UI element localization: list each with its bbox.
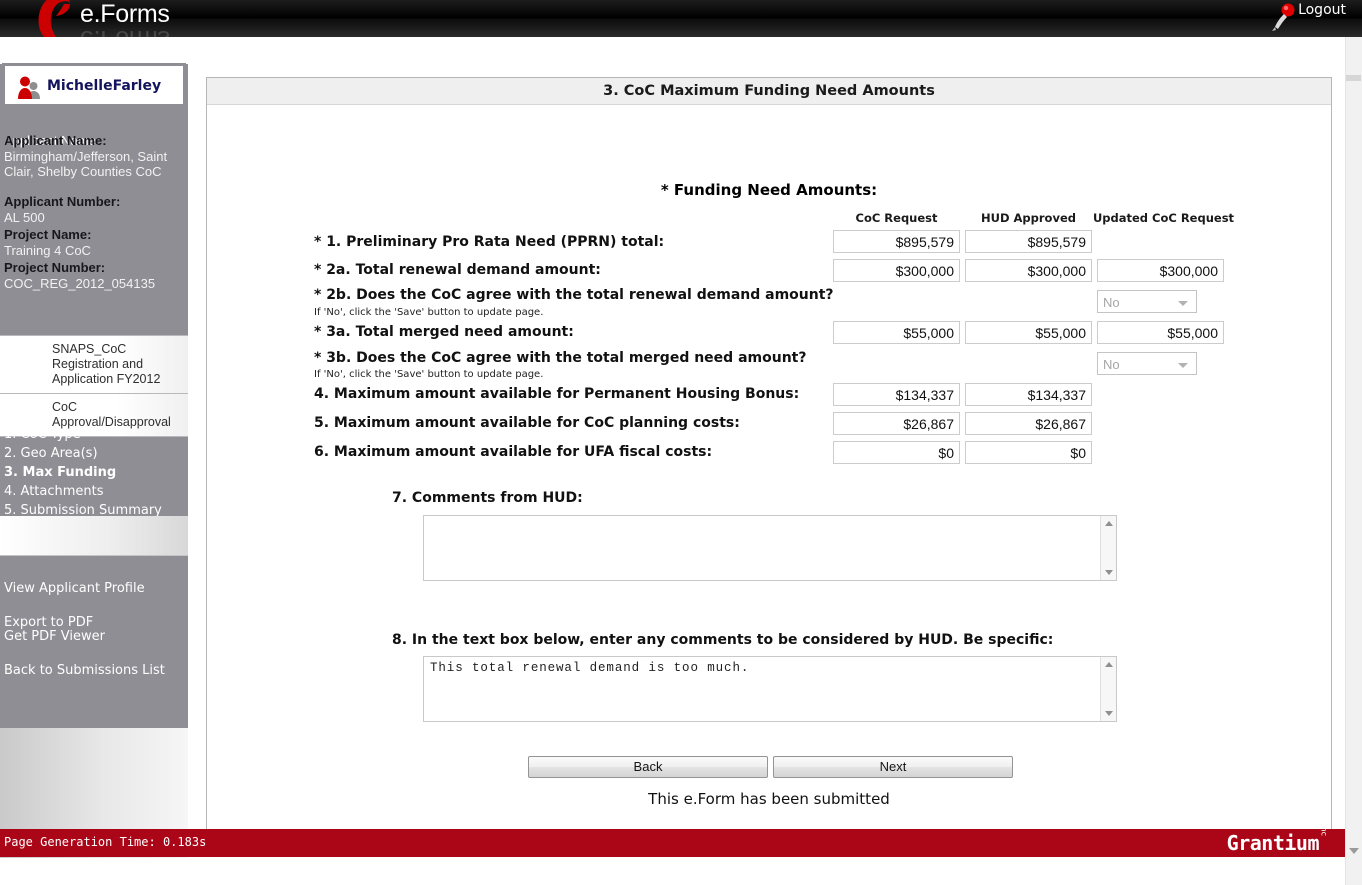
chevron-down-icon — [1178, 363, 1188, 368]
logout-button[interactable]: Logout — [1298, 2, 1346, 18]
main-panel: 3. CoC Maximum Funding Need Amounts * Fu… — [206, 77, 1332, 840]
row-label-pprn-total: * 1. Preliminary Pro Rata Need (PPRN) to… — [314, 234, 665, 250]
back-button[interactable]: Back — [528, 756, 768, 778]
grantium-inc-suffix: inc — [1320, 824, 1329, 836]
scroll-down-arrow-icon[interactable] — [1105, 570, 1113, 575]
key-pin-icon[interactable] — [1266, 0, 1300, 37]
two-people-icon — [18, 76, 40, 99]
top-bar: e.Forms e.Forms Logout — [0, 0, 1362, 37]
input-merged-hud-approved[interactable]: $55,000 — [965, 321, 1092, 344]
input-ph-bonus-hud-approved[interactable]: $134,337 — [965, 383, 1092, 406]
row-label-renewal-demand: * 2a. Total renewal demand amount: — [314, 262, 601, 278]
chevron-down-icon — [1178, 301, 1188, 306]
page-generation-time: Page Generation Time: 0.183s — [4, 835, 207, 849]
page-title: 3. CoC Maximum Funding Need Amounts — [603, 83, 935, 99]
scroll-up-arrow-icon[interactable] — [1105, 521, 1113, 526]
input-ufa-hud-approved[interactable]: $0 — [965, 441, 1092, 464]
e-logo-icon — [38, 0, 70, 37]
sidebar-item-submission-summary[interactable]: 5. Submission Summary — [4, 503, 162, 518]
next-button[interactable]: Next — [773, 756, 1013, 778]
grantium-logo: Grantium — [1226, 831, 1320, 855]
row-label-planning-costs: 5. Maximum amount available for CoC plan… — [314, 415, 740, 431]
user-name: MichelleFarley — [47, 78, 162, 94]
form-title-bar — [207, 78, 1331, 105]
scrollbar-hud-comments[interactable] — [1100, 516, 1116, 580]
scroll-down-arrow-icon[interactable] — [1349, 848, 1359, 854]
footer-bar: Page Generation Time: 0.183s Grantium in… — [0, 824, 1345, 857]
input-merged-coc-request[interactable]: $55,000 — [833, 321, 960, 344]
page-scrollbar[interactable] — [1345, 37, 1362, 885]
input-pprn-hud-approved[interactable]: $895,579 — [965, 230, 1092, 253]
export-to-pdf-link[interactable]: Export to PDF — [4, 615, 94, 630]
view-applicant-profile-link[interactable]: View Applicant Profile — [4, 581, 145, 596]
column-header-updated-coc: Updated CoC Request — [1092, 211, 1235, 225]
select-agree-merged-need[interactable]: No — [1097, 352, 1197, 375]
row-label-agree-renewal: * 2b. Does the CoC agree with the total … — [314, 287, 834, 303]
input-merged-updated-coc[interactable]: $55,000 — [1097, 321, 1224, 344]
sidebar-card-registration[interactable]: SNAPS_CoC Registration and Application F… — [0, 335, 188, 394]
select-agree-merged-value: No — [1103, 357, 1120, 372]
input-renewal-coc-request[interactable]: $300,000 — [833, 259, 960, 282]
input-pprn-coc-request[interactable]: $895,579 — [833, 230, 960, 253]
row-label-agree-merged: * 3b. Does the CoC agree with the total … — [314, 350, 807, 366]
get-pdf-viewer-link[interactable]: Get PDF Viewer — [4, 629, 105, 644]
row-label-ufa-fiscal-costs: 6. Maximum amount available for UFA fisc… — [314, 444, 713, 460]
scroll-up-arrow-icon[interactable] — [1105, 662, 1113, 667]
select-agree-renewal-demand[interactable]: No — [1097, 290, 1197, 313]
section-title: * Funding Need Amounts: — [660, 181, 878, 199]
sidebar: MichelleFarley Applicant Name: Applicant… — [0, 63, 188, 728]
input-renewal-hud-approved[interactable]: $300,000 — [965, 259, 1092, 282]
back-to-submissions-link[interactable]: Back to Submissions List — [4, 663, 165, 678]
row-hint-agree-renewal: If 'No', click the 'Save' button to upda… — [314, 307, 544, 318]
user-card: MichelleFarley — [2, 63, 186, 107]
sidebar-item-max-funding[interactable]: 3. Max Funding — [4, 465, 117, 480]
input-planning-coc-request[interactable]: $26,867 — [833, 412, 960, 435]
applicant-name-value: Birmingham/Jefferson, Saint Clair, Shelb… — [4, 149, 168, 179]
row-label-ph-bonus: 4. Maximum amount available for Permanen… — [314, 386, 800, 402]
applicant-number-label: Applicant Number: — [4, 194, 121, 209]
applicant-number-value: AL 500 — [4, 210, 45, 225]
project-number-value: COC_REG_2012_054135 — [4, 276, 156, 291]
applicant-name-label: Applicant Name: — [4, 133, 107, 148]
scroll-down-arrow-icon[interactable] — [1105, 711, 1113, 716]
input-renewal-updated-coc[interactable]: $300,000 — [1097, 259, 1224, 282]
row-label-merged-need: * 3a. Total merged need amount: — [314, 324, 574, 340]
textarea-hud-comments[interactable] — [423, 515, 1117, 581]
sidebar-item-attachments[interactable]: 4. Attachments — [4, 484, 104, 499]
select-agree-renewal-value: No — [1103, 295, 1120, 310]
project-number-label: Project Number: — [4, 260, 106, 275]
column-header-hud-approved: HUD Approved — [981, 211, 1076, 225]
meta-applicant-name-label: Applicant Name: — [4, 133, 100, 148]
sidebar-divider-panel — [0, 516, 188, 556]
row-hint-agree-merged: If 'No', click the 'Save' button to upda… — [314, 369, 544, 380]
page-body: MichelleFarley Applicant Name: Applicant… — [0, 37, 1345, 858]
textarea-coc-comments-value: This total renewal demand is too much. — [430, 661, 750, 675]
project-name-value: Training 4 CoC — [4, 243, 91, 258]
scrollbar-coc-comments[interactable] — [1100, 657, 1116, 721]
sidebar-card-approval[interactable]: CoC Approval/Disapproval — [0, 393, 188, 437]
question-7-label: 7. Comments from HUD: — [392, 490, 583, 506]
app-brand-title: e.Forms — [80, 0, 170, 28]
input-planning-hud-approved[interactable]: $26,867 — [965, 412, 1092, 435]
submission-status-message: This e.Form has been submitted — [648, 790, 890, 808]
textarea-coc-comments[interactable]: This total renewal demand is too much. — [423, 656, 1117, 722]
input-ufa-coc-request[interactable]: $0 — [833, 441, 960, 464]
question-8-label: 8. In the text box below, enter any comm… — [392, 632, 1054, 648]
input-ph-bonus-coc-request[interactable]: $134,337 — [833, 383, 960, 406]
sidebar-item-coc-type[interactable]: 1. CoC Type — [4, 427, 81, 442]
column-header-coc-request: CoC Request — [855, 211, 938, 225]
sidebar-item-geo-areas[interactable]: 2. Geo Area(s) — [4, 446, 98, 461]
project-name-label: Project Name: — [4, 227, 92, 242]
page-scrollbar-thumb[interactable] — [1346, 75, 1361, 81]
